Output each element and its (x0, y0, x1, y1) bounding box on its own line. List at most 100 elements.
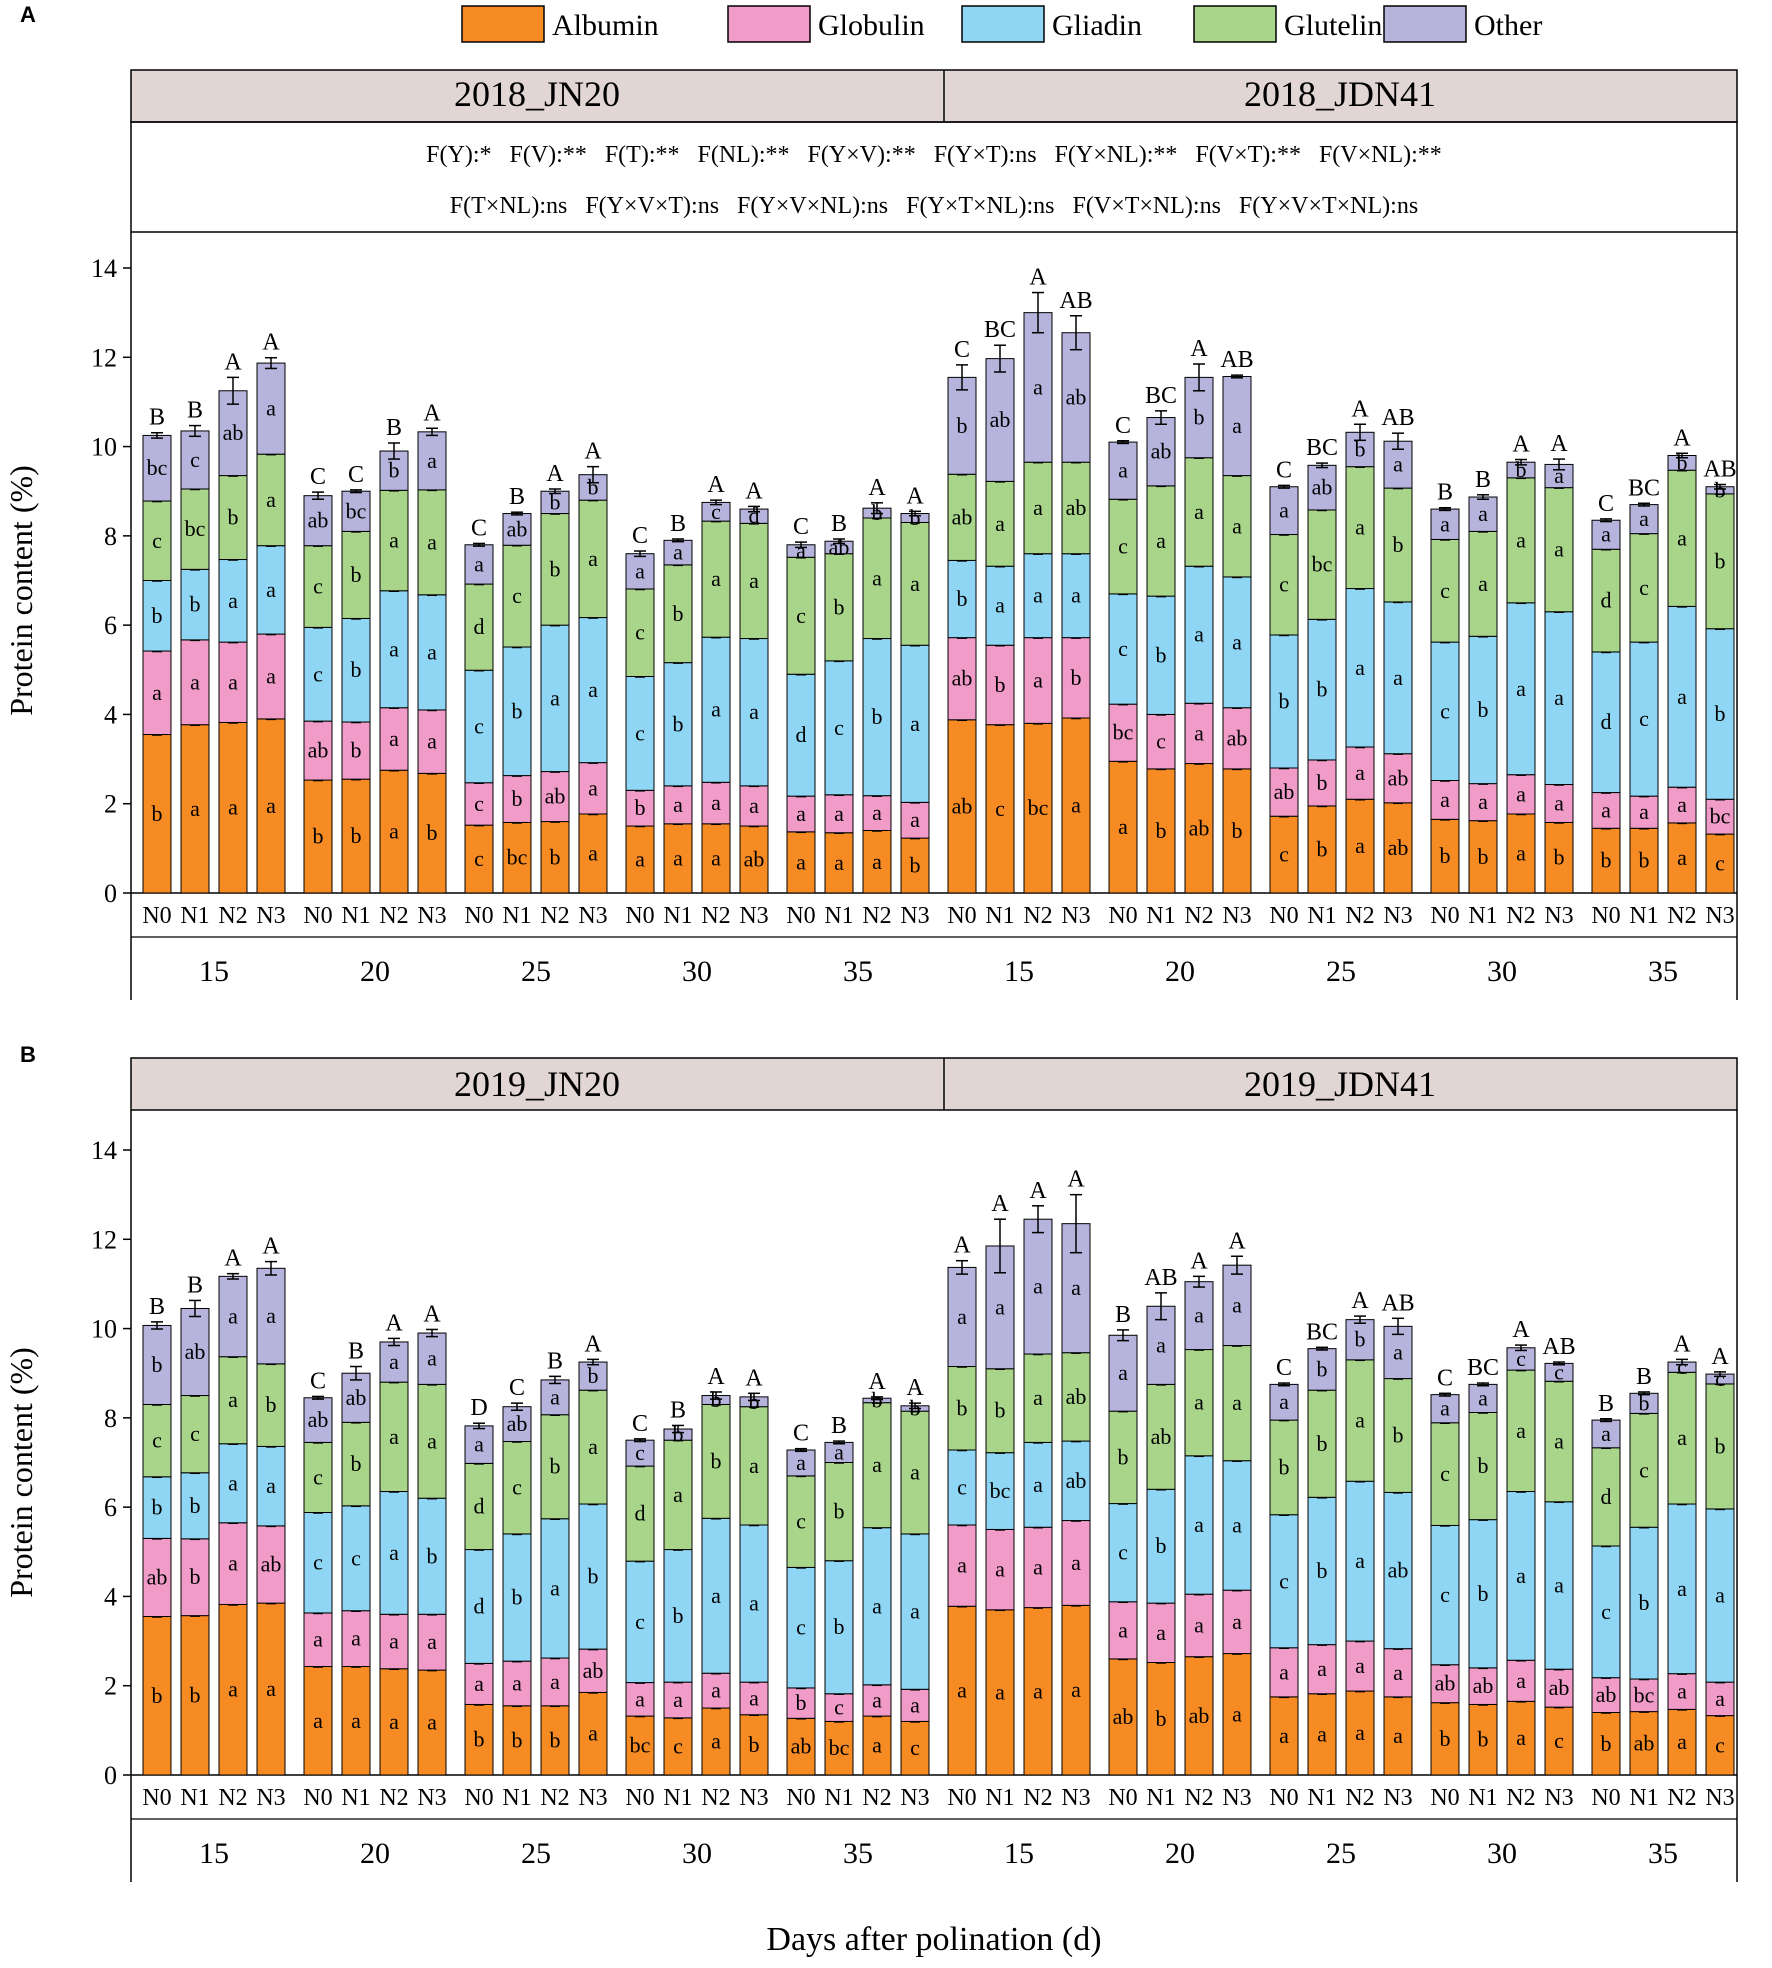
panel-a-x-tick-treatment: N1 (180, 903, 209, 929)
panel-b-bar-segment-globulin (1705, 1681, 1735, 1717)
panel-a-segment-letter: a (1118, 814, 1128, 839)
panel-b-bar-segment-other (1108, 1334, 1138, 1412)
panel-b-bar-segment-gliadin (1468, 1519, 1498, 1669)
panel-a-total-letter: A (423, 400, 441, 426)
panel-b-segment-letter: ab (1113, 1704, 1134, 1729)
panel-b-x-tick-treatment: N1 (1146, 1785, 1175, 1811)
panel-a-segment-letter: b (1601, 848, 1612, 873)
panel-b-segment-letter: a (1516, 1668, 1526, 1693)
panel-a-x-tick-day: 35 (1648, 955, 1678, 988)
panel-a-segment-letter: ab (952, 504, 973, 529)
panel-b-bar-segment-other (417, 1332, 447, 1385)
panel-b-segment-letter: a (1355, 1408, 1365, 1433)
panel-b-total-letter: B (187, 1272, 203, 1298)
panel-a-segment-letter: ab (308, 738, 329, 763)
panel-b-bar-segment-other (180, 1307, 210, 1397)
panel-b-bar-segment-albumin (739, 1714, 769, 1776)
panel-b-bar-segment-globulin (625, 1682, 655, 1717)
panel-b-variety-left: 2019_JN20 (454, 1064, 620, 1104)
panel-b-segment-letter: d (474, 1593, 485, 1618)
legend-label-albumin: Albumin (552, 9, 659, 42)
panel-b-segment-letter: ab (791, 1734, 812, 1759)
panel-a-bar-segment-albumin (739, 825, 769, 894)
panel-a-x-tick-treatment: N1 (985, 903, 1014, 929)
panel-b-bar-segment-glutelin (1629, 1412, 1659, 1528)
panel-b-segment-letter: a (1194, 1390, 1204, 1415)
panel-b-bar-segment-albumin (1383, 1696, 1413, 1776)
panel-a-segment-letter: c (1440, 698, 1450, 723)
panel-b-segment-letter: a (266, 1303, 276, 1328)
panel-a-bar-segment-gliadin (142, 580, 172, 652)
panel-a-segment-letter: a (1440, 787, 1450, 812)
panel-b-total-letter: BC (1306, 1319, 1338, 1345)
panel-b-bar-segment-glutelin (1468, 1412, 1498, 1521)
panel-b-segment-letter: b (152, 1683, 163, 1708)
panel-b-bar-segment-gliadin (1061, 1440, 1091, 1522)
panel-b-segment-letter: ab (1066, 1384, 1087, 1409)
panel-a-segment-letter: bc (346, 498, 367, 523)
panel-a-bar-segment-globulin (218, 641, 248, 723)
panel-a-segment-letter: bc (1710, 804, 1731, 829)
panel-a-segment-letter: ab (1066, 495, 1087, 520)
panel-a-segment-letter: a (1194, 499, 1204, 524)
panel-b-bar-segment-glutelin (1667, 1371, 1697, 1505)
panel-b-segment-letter: a (1033, 1274, 1043, 1299)
panel-b-total-letter: A (385, 1310, 403, 1336)
panel-b-x-tick-day: 30 (1487, 1837, 1517, 1870)
panel-b-segment-letter: a (711, 1678, 721, 1703)
panel-b-segment-letter: ab (1151, 1424, 1172, 1449)
panel-a-bar-segment-globulin (625, 789, 655, 827)
panel-b-segment-letter: b (749, 1389, 760, 1414)
panel-b-bar-segment-gliadin (464, 1549, 494, 1664)
panel-a-segment-letter: c (834, 715, 844, 740)
panel-a-bar-segment-gliadin (180, 568, 210, 641)
panel-b-bar-segment-globulin (1061, 1520, 1091, 1606)
panel-a-segment-letter: ab (1312, 475, 1333, 500)
panel-b-segment-letter: a (995, 1557, 1005, 1582)
panel-b-bar-segment-other (1307, 1348, 1337, 1391)
panel-b-segment-letter: a (1071, 1275, 1081, 1300)
panel-a-segment-letter: c (635, 620, 645, 645)
panel-a-segment-letter: a (389, 528, 399, 553)
panel-b-segment-letter: b (1440, 1726, 1451, 1751)
panel-a-bar-segment-other (180, 430, 210, 490)
panel-a-x-tick-day: 15 (199, 955, 229, 988)
panel-a-x-tick-treatment: N2 (379, 903, 408, 929)
panel-a-segment-letter: a (266, 396, 276, 421)
panel-b-x-tick-treatment: N0 (1591, 1785, 1620, 1811)
panel-b-segment-letter: a (1279, 1389, 1289, 1414)
panel-b-y-tick-label: 6 (104, 1493, 117, 1522)
panel-b-segment-letter: a (1355, 1548, 1365, 1573)
panel-a-segment-letter: ab (507, 516, 528, 541)
panel-a-bar-segment-gliadin (218, 559, 248, 643)
panel-a-segment-letter: b (190, 592, 201, 617)
panel-b-segment-letter: b (1317, 1558, 1328, 1583)
panel-b-x-tick-day: 15 (199, 1837, 229, 1870)
panel-a-total-letter: A (1029, 265, 1047, 291)
panel-b-bar-segment-albumin (663, 1717, 693, 1776)
panel-a-bar-segment-albumin (1544, 821, 1574, 894)
panel-a-segment-letter: a (711, 566, 721, 591)
panel-b-segment-letter: a (673, 1687, 683, 1712)
panel-a-segment-letter: c (512, 583, 522, 608)
panel-a-bar-segment-globulin (142, 650, 172, 736)
panel-b-segment-letter: c (1440, 1461, 1450, 1486)
panel-b: 2019_JN20 2019_JDN41 0 2 4 6 8 10 12 14 Protein … (3, 1057, 1738, 1882)
panel-a-segment-letter: c (474, 791, 484, 816)
panel-a-x-tick-treatment: N2 (1345, 903, 1374, 929)
panel-b-x-tick-treatment: N1 (341, 1785, 370, 1811)
panel-b-total-letter: B (1636, 1364, 1652, 1390)
panel-b-segment-letter: ab (261, 1552, 282, 1577)
panel-b-total-letter: A (1512, 1317, 1530, 1343)
panel-b-x-tick-treatment: N3 (900, 1785, 929, 1811)
panel-b-segment-letter: b (1478, 1581, 1489, 1606)
panel-b-segment-letter: b (351, 1451, 362, 1476)
panel-b-segment-letter: a (550, 1669, 560, 1694)
panel-a-segment-letter: a (749, 793, 759, 818)
panel-a-segment-letter: a (588, 677, 598, 702)
panel-a-segment-letter: b (1639, 848, 1650, 873)
panel-b-segment-letter: a (1516, 1418, 1526, 1443)
panel-b-bar-segment-glutelin (142, 1403, 172, 1478)
panel-b-x-tick-treatment: N2 (218, 1785, 247, 1811)
